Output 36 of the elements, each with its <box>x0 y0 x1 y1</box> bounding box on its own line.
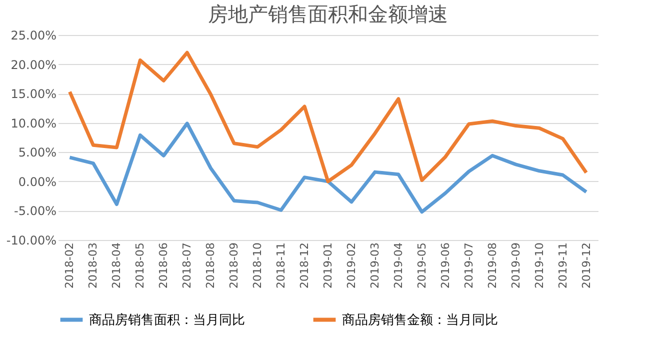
x-tick-label: 2019-03 <box>368 242 382 288</box>
x-tick-label: 2019-07 <box>462 242 476 288</box>
legend-label: 商品房销售金额：当月同比 <box>342 312 498 328</box>
y-tick-label: 5.00% <box>18 146 56 160</box>
x-tick-label: 2018-11 <box>274 242 288 288</box>
x-tick-label: 2018-10 <box>251 242 264 288</box>
x-tick-label: 2019-01 <box>322 242 334 288</box>
x-tick-label: 2018-03 <box>86 242 100 288</box>
x-tick-label: 2018-08 <box>204 242 218 288</box>
y-tick-label: 15.00% <box>10 87 56 102</box>
y-tick-label: -5.00% <box>14 204 56 218</box>
y-tick-label: 20.00% <box>10 58 56 72</box>
x-tick-label: 2018-05 <box>134 242 147 288</box>
x-tick-label: 2019-06 <box>438 242 452 288</box>
legend-label: 商品房销售面积：当月同比 <box>89 312 245 328</box>
x-tick-label: 2019-04 <box>392 242 405 288</box>
x-tick-label: 2018-02 <box>63 242 76 288</box>
y-tick-label: 0.00% <box>18 174 56 189</box>
chart-title: 房地产销售面积和金额增速 <box>208 2 448 26</box>
y-tick-label: 10.00% <box>10 116 56 130</box>
x-tick-label: 2018-07 <box>180 242 194 288</box>
line-series <box>68 50 588 184</box>
x-tick-label: 2018-12 <box>298 242 312 288</box>
y-tick-label: -10.00% <box>6 234 56 248</box>
x-tick-label: 2019-12 <box>580 242 593 288</box>
y-tick-label: 25.00% <box>10 28 56 42</box>
x-tick-label: 2018-09 <box>228 242 241 288</box>
x-tick-label: 2019-05 <box>415 242 428 288</box>
x-tick-label: 2018-06 <box>157 242 170 288</box>
x-tick-label: 2019-09 <box>509 242 522 288</box>
x-tick-label: 2019-11 <box>556 242 570 288</box>
x-tick-label: 2019-08 <box>486 242 499 288</box>
x-tick-label: 2019-02 <box>344 242 358 288</box>
x-tick-label: 2018-04 <box>110 242 124 288</box>
line-series <box>68 122 588 214</box>
x-tick-label: 2019-10 <box>532 242 546 288</box>
